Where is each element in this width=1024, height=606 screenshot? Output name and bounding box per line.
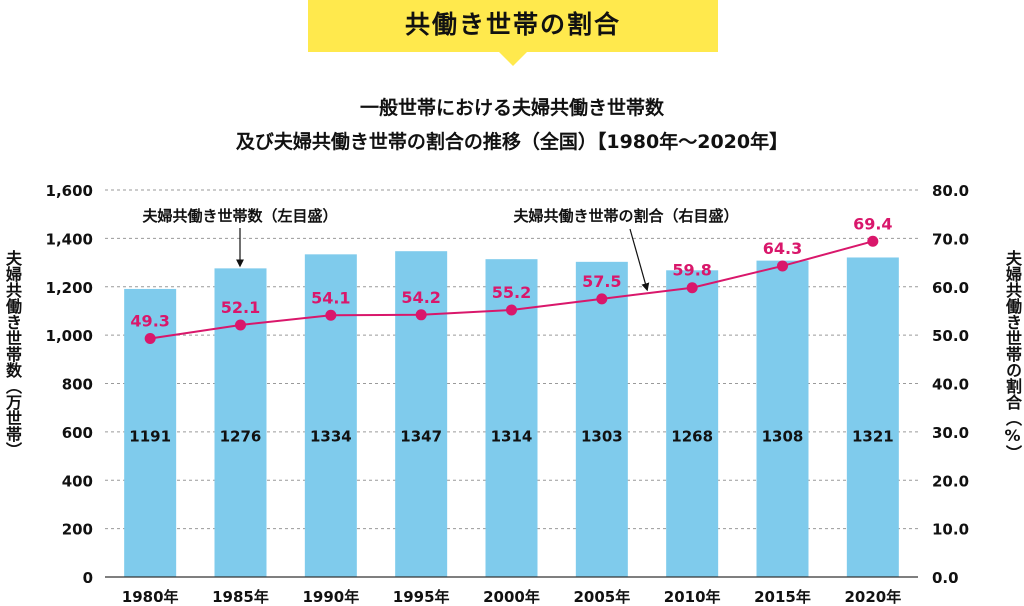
y-left-tick-label: 200 (62, 521, 93, 539)
bar-value-label: 1308 (762, 427, 804, 445)
x-tick-label: 1980年 (122, 588, 179, 606)
x-tick-label: 1985年 (212, 588, 269, 606)
line-value-label: 52.1 (221, 298, 260, 317)
bar-value-label: 1303 (581, 427, 623, 445)
y-axis-left-label: 夫婦共働き世帯数（万世帯） (3, 250, 22, 458)
x-tick-label: 2015年 (754, 588, 811, 606)
banner-text: 共働き世帯の割合 (404, 10, 621, 39)
bar-value-label: 1347 (400, 427, 442, 445)
line-point (415, 309, 427, 321)
y-left-tick-label: 800 (62, 376, 93, 394)
line-point (596, 293, 608, 305)
y-left-tick-label: 400 (62, 472, 93, 490)
y-right-tick-label: 60.0 (932, 279, 969, 297)
line-point (235, 319, 246, 331)
y-left-tick-label: 1,400 (46, 230, 93, 248)
y-right-tick-label: 80.0 (932, 182, 969, 200)
bar-value-label: 1314 (491, 427, 533, 445)
bar-series-callout: 夫婦共働き世帯数（左目盛） (142, 207, 337, 225)
bar (575, 261, 628, 577)
header-banner: 共働き世帯の割合 (308, 0, 718, 52)
bar-value-label: 1321 (852, 427, 894, 445)
line-series-callout: 夫婦共働き世帯の割合（右目盛） (513, 207, 738, 225)
y-axis-right-label: 夫婦共働き世帯の割合（%） (1003, 250, 1022, 461)
y-right-tick-label: 40.0 (932, 376, 969, 394)
bar (846, 257, 899, 577)
bar (304, 254, 357, 577)
line-value-label: 49.3 (130, 312, 169, 331)
bar-value-label: 1268 (671, 427, 713, 445)
line-value-label: 55.2 (492, 283, 531, 302)
line-point (867, 235, 879, 247)
y-left-tick-label: 1,000 (46, 327, 93, 345)
x-tick-label: 2005年 (573, 588, 630, 606)
line-value-label: 54.2 (401, 288, 440, 307)
line-value-label: 54.1 (311, 288, 350, 307)
y-left-tick-label: 600 (62, 424, 93, 442)
line-point (325, 309, 337, 321)
bar (756, 260, 809, 577)
x-tick-label: 1995年 (393, 588, 450, 606)
line-point (144, 333, 156, 345)
bar-value-label: 1276 (220, 427, 262, 445)
line-value-label: 57.5 (582, 272, 621, 291)
bar-value-label: 1334 (310, 427, 352, 445)
y-left-tick-label: 0 (83, 569, 93, 587)
bar (395, 251, 448, 577)
banner-pointer (499, 52, 527, 66)
line-callout-arrow (629, 228, 650, 292)
bar-value-label: 1191 (129, 427, 171, 445)
line-value-label: 59.8 (672, 261, 711, 280)
y-right-tick-label: 0.0 (932, 569, 959, 587)
x-tick-label: 2000年 (483, 588, 540, 606)
line-value-label: 64.3 (763, 239, 802, 258)
bar (666, 270, 719, 577)
y-right-tick-label: 50.0 (932, 327, 969, 345)
line-value-label: 69.4 (853, 214, 892, 233)
x-tick-label: 1990年 (302, 588, 359, 606)
x-tick-label: 2020年 (844, 588, 901, 606)
y-right-tick-label: 20.0 (932, 472, 969, 490)
y-left-tick-label: 1,200 (46, 279, 93, 297)
y-right-tick-label: 30.0 (932, 424, 969, 442)
y-left-tick-label: 1,600 (46, 182, 93, 200)
chart-title-line-1: 一般世帯における夫婦共働き世帯数 (359, 97, 664, 119)
line-point (777, 260, 788, 272)
y-right-tick-label: 10.0 (932, 521, 969, 539)
chart-title-line-2: 及び夫婦共働き世帯の割合の推移（全国）【1980年〜2020年】 (235, 131, 789, 153)
line-point (686, 282, 698, 294)
x-tick-label: 2010年 (664, 588, 721, 606)
line-point (506, 304, 517, 316)
y-right-tick-label: 70.0 (932, 230, 969, 248)
